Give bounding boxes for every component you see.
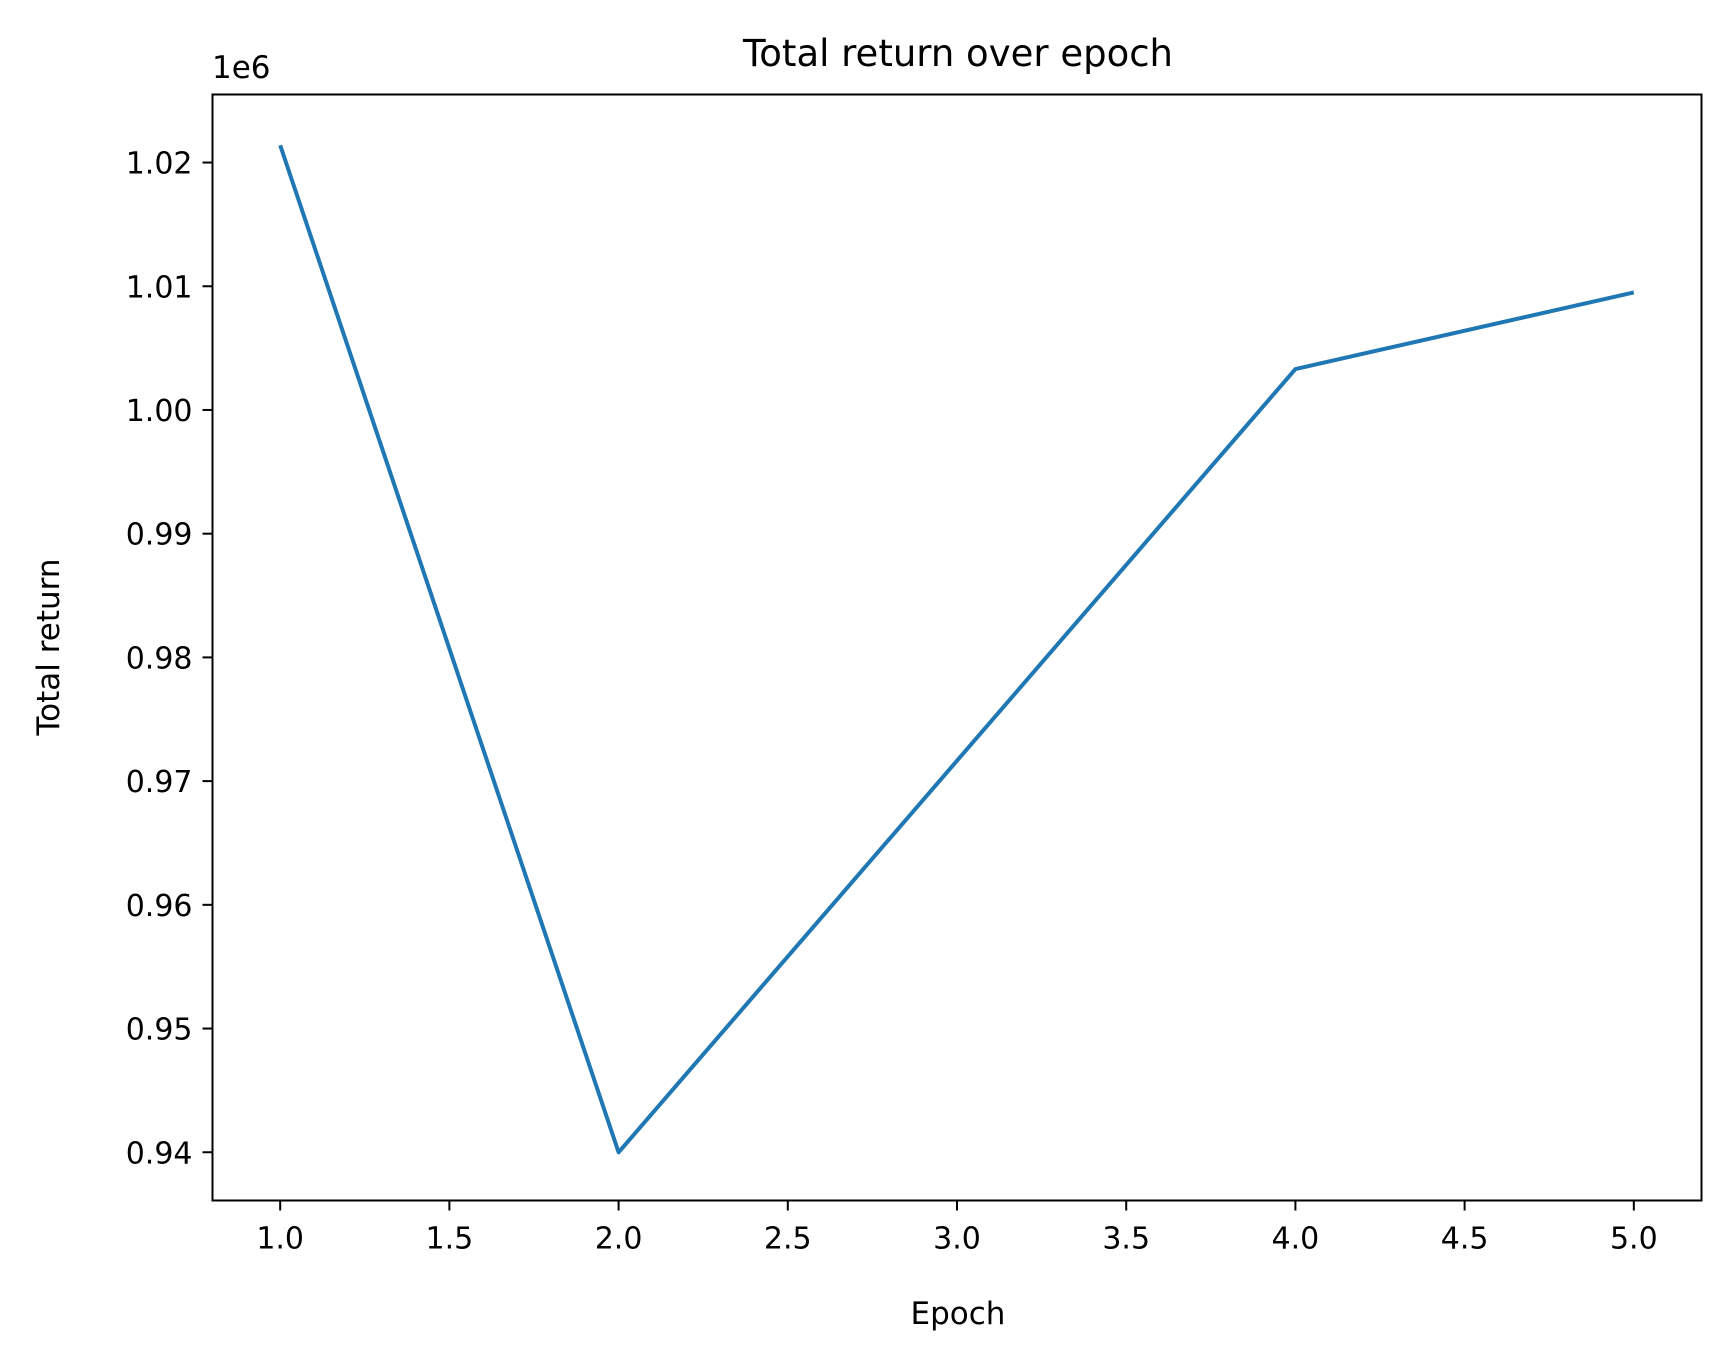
x-tick-label: 5.0 bbox=[1610, 1222, 1658, 1257]
y-tick-label: 0.97 bbox=[126, 765, 193, 800]
x-tick-label: 2.5 bbox=[764, 1222, 812, 1257]
chart-title: Total return over epoch bbox=[742, 32, 1173, 75]
y-offset-label: 1e6 bbox=[212, 50, 271, 86]
y-tick-label: 0.96 bbox=[126, 889, 193, 924]
plot-frame bbox=[211, 93, 1703, 1202]
y-tick-label: 1.00 bbox=[126, 394, 193, 429]
y-axis-label: Total return bbox=[31, 558, 67, 736]
y-tick-label: 0.95 bbox=[126, 1013, 193, 1048]
y-tick-label: 0.99 bbox=[126, 518, 193, 553]
x-tick-label: 1.5 bbox=[426, 1222, 474, 1257]
y-axis-ticks: 0.94 0.95 0.96 0.97 0.98 0.99 1.00 1.01 1.02 bbox=[126, 147, 213, 1171]
x-tick-label: 3.0 bbox=[933, 1222, 981, 1257]
x-tick-label: 3.5 bbox=[1102, 1222, 1150, 1257]
x-tick-label: 4.0 bbox=[1272, 1222, 1320, 1257]
y-tick-label: 1.01 bbox=[126, 270, 193, 305]
x-tick-label: 1.0 bbox=[256, 1222, 304, 1257]
x-axis-label: Epoch bbox=[911, 1296, 1006, 1332]
x-axis-ticks: 1.0 1.5 2.0 2.5 3.0 3.5 4.0 4.5 5.0 bbox=[256, 1200, 1658, 1257]
series-lines bbox=[278, 144, 1635, 1155]
y-tick-label: 0.94 bbox=[126, 1136, 193, 1171]
y-tick-label: 0.98 bbox=[126, 641, 193, 676]
x-tick-label: 2.0 bbox=[595, 1222, 643, 1257]
x-tick-label: 4.5 bbox=[1441, 1222, 1489, 1257]
series-line-0 bbox=[278, 144, 1635, 1155]
y-tick-label: 1.02 bbox=[126, 147, 193, 182]
